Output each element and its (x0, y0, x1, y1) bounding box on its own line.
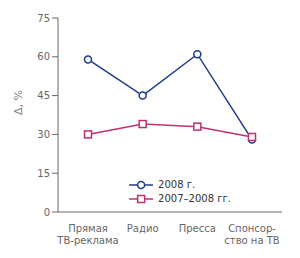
html-text:2007–2008 гг.: 2007–2008 гг. (158, 193, 231, 204)
html-text:2008 г.: 2008 г. (158, 179, 196, 190)
svg-text:Пресса: Пресса (179, 223, 216, 234)
svg-text:ПрямаяТВ-реклама: ПрямаяТВ-реклама (56, 223, 118, 246)
svg-text:Радио: Радио (127, 223, 159, 234)
svg-text:60: 60 (37, 51, 50, 62)
svg-text:75: 75 (37, 13, 50, 24)
svg-text:Спонсор-ство на ТВ: Спонсор-ство на ТВ (224, 223, 279, 246)
svg-text:30: 30 (37, 129, 50, 140)
svg-text:0: 0 (44, 207, 50, 218)
svg-text:Δ, %: Δ, % (12, 90, 25, 115)
svg-text:15: 15 (37, 168, 50, 179)
svg-text:45: 45 (37, 90, 50, 101)
